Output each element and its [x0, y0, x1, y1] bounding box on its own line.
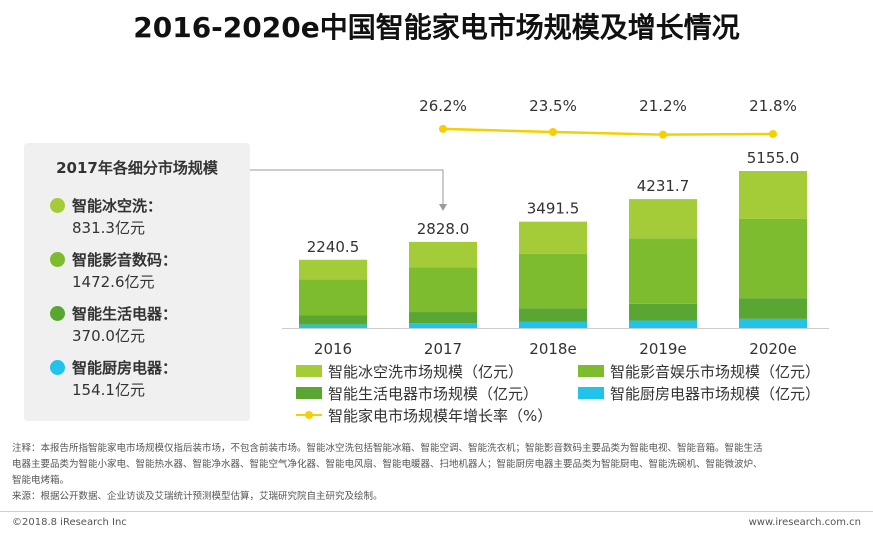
bar-segment [739, 171, 807, 219]
growth-rate-label: 26.2% [419, 97, 467, 115]
legend-label: 智能生活电器市场规模（亿元） [328, 385, 539, 403]
x-tick-label: 2017 [424, 340, 462, 358]
bar-segment [409, 241, 477, 268]
bar-segment [629, 320, 697, 328]
segment-dot [50, 198, 65, 213]
growth-rate-label: 21.8% [749, 97, 797, 115]
footnote-source: 来源：根据公开数据、企业访谈及艾瑞统计预测模型估算，艾瑞研究院自主研究及绘制。 [12, 491, 383, 502]
legend-swatch [578, 365, 604, 377]
bar-segment [299, 279, 367, 316]
legend-line-marker [305, 411, 313, 419]
footnote-line-2: 电器主要品类为智能小家电、智能热水器、智能净水器、智能空气净化器、智能电风扇、智… [12, 459, 763, 470]
growth-rate-line [442, 127, 774, 136]
segment-dot [50, 360, 65, 375]
legend-swatch [296, 365, 322, 377]
bar-segment [409, 323, 477, 328]
legend-swatch [578, 387, 604, 399]
footnote-line-1: 注释：本报告所指智能家电市场规模仅指后装市场，不包含前装市场。智能冰空洗包括智能… [12, 443, 763, 454]
footer-copyright: ©2018.8 iResearch Inc [12, 517, 127, 528]
x-tick-label: 2020e [749, 340, 796, 358]
legend-label: 智能厨房电器市场规模（亿元） [610, 385, 821, 403]
legend-label: 智能家电市场规模年增长率（%） [328, 407, 553, 425]
segment-dot [50, 252, 65, 267]
footer-website: www.iresearch.com.cn [748, 517, 861, 528]
footer-divider [0, 511, 873, 512]
legend-label: 智能冰空洗市场规模（亿元） [328, 363, 524, 381]
x-tick-label: 2016 [314, 340, 352, 358]
segment-label: 智能冰空洗： [72, 197, 163, 215]
segment-value: 831.3亿元 [72, 219, 145, 237]
segment-value: 154.1亿元 [72, 381, 145, 399]
footnote-line-3: 智能电烤箱。 [12, 475, 70, 486]
bar-segment [519, 321, 587, 328]
bar-segment [519, 308, 587, 322]
segment-value: 1472.6亿元 [72, 273, 155, 291]
legend-swatch [296, 387, 322, 399]
x-tick-label: 2018e [529, 340, 576, 358]
bar-segment [519, 253, 587, 309]
page-title: 2016-2020e中国智能家电市场规模及增长情况 [133, 11, 740, 44]
bar-total-label: 5155.0 [747, 149, 800, 167]
legend-label: 智能影音娱乐市场规模（亿元） [610, 363, 821, 381]
segment-panel-title: 2017年各细分市场规模 [56, 159, 218, 177]
bar-segment [409, 312, 477, 324]
bar-segment [629, 238, 697, 304]
segment-label: 智能影音数码： [72, 251, 178, 269]
bar-total-label: 2240.5 [307, 238, 360, 256]
bar-segment [409, 267, 477, 313]
growth-rate-point [439, 124, 447, 133]
growth-rate-point [769, 129, 777, 138]
x-tick-label: 2019e [639, 340, 686, 358]
bar-segment [299, 259, 367, 280]
growth-rate-label: 23.5% [529, 97, 577, 115]
bar-total-label: 3491.5 [527, 200, 580, 218]
growth-rate-point [549, 128, 557, 136]
segment-dot [50, 306, 65, 321]
growth-rate-point [659, 130, 667, 139]
segment-panel: 2017年各细分市场规模 智能冰空洗： 831.3亿元 智能影音数码： 1472… [24, 143, 250, 421]
segment-value: 370.0亿元 [72, 327, 145, 345]
bar-segment [629, 303, 697, 321]
annotation-arrowhead [439, 204, 447, 211]
bar-segment [739, 218, 807, 299]
bar-segment [519, 221, 587, 254]
annotation-connector [250, 169, 444, 206]
bar-segment [629, 199, 697, 239]
growth-rate-label: 21.2% [639, 97, 687, 115]
bar-segment [299, 315, 367, 325]
bar-segment [739, 318, 807, 328]
bar-total-label: 4231.7 [637, 177, 690, 195]
segment-label: 智能生活电器： [72, 305, 178, 323]
segment-label: 智能厨房电器： [72, 359, 178, 377]
bar-segment [739, 298, 807, 319]
bar-total-label: 2828.0 [417, 220, 470, 238]
bar-segment [299, 324, 367, 328]
